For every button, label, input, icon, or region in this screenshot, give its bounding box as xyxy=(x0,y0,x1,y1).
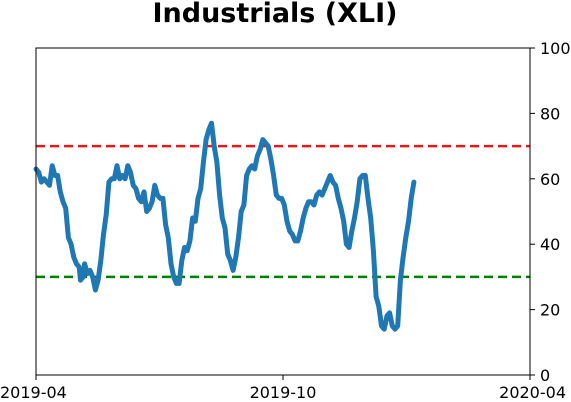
x-axis: 2019-04 2019-10 2020-04 xyxy=(0,375,566,402)
y-tick-label: 0 xyxy=(540,366,550,385)
series-line xyxy=(33,120,417,332)
y-tick-label: 40 xyxy=(540,235,560,254)
y-tick-label: 100 xyxy=(540,39,571,58)
x-tick-label: 2020-04 xyxy=(499,383,566,402)
chart-title: Industrials (XLI) xyxy=(152,0,397,29)
y-axis: 0 20 40 60 80 100 xyxy=(530,39,571,385)
y-tick-label: 20 xyxy=(540,301,560,320)
y-tick-label: 60 xyxy=(540,170,560,189)
x-tick-label: 2019-10 xyxy=(250,383,317,402)
y-tick-label: 80 xyxy=(540,104,560,123)
x-tick-label: 2019-04 xyxy=(0,383,67,402)
